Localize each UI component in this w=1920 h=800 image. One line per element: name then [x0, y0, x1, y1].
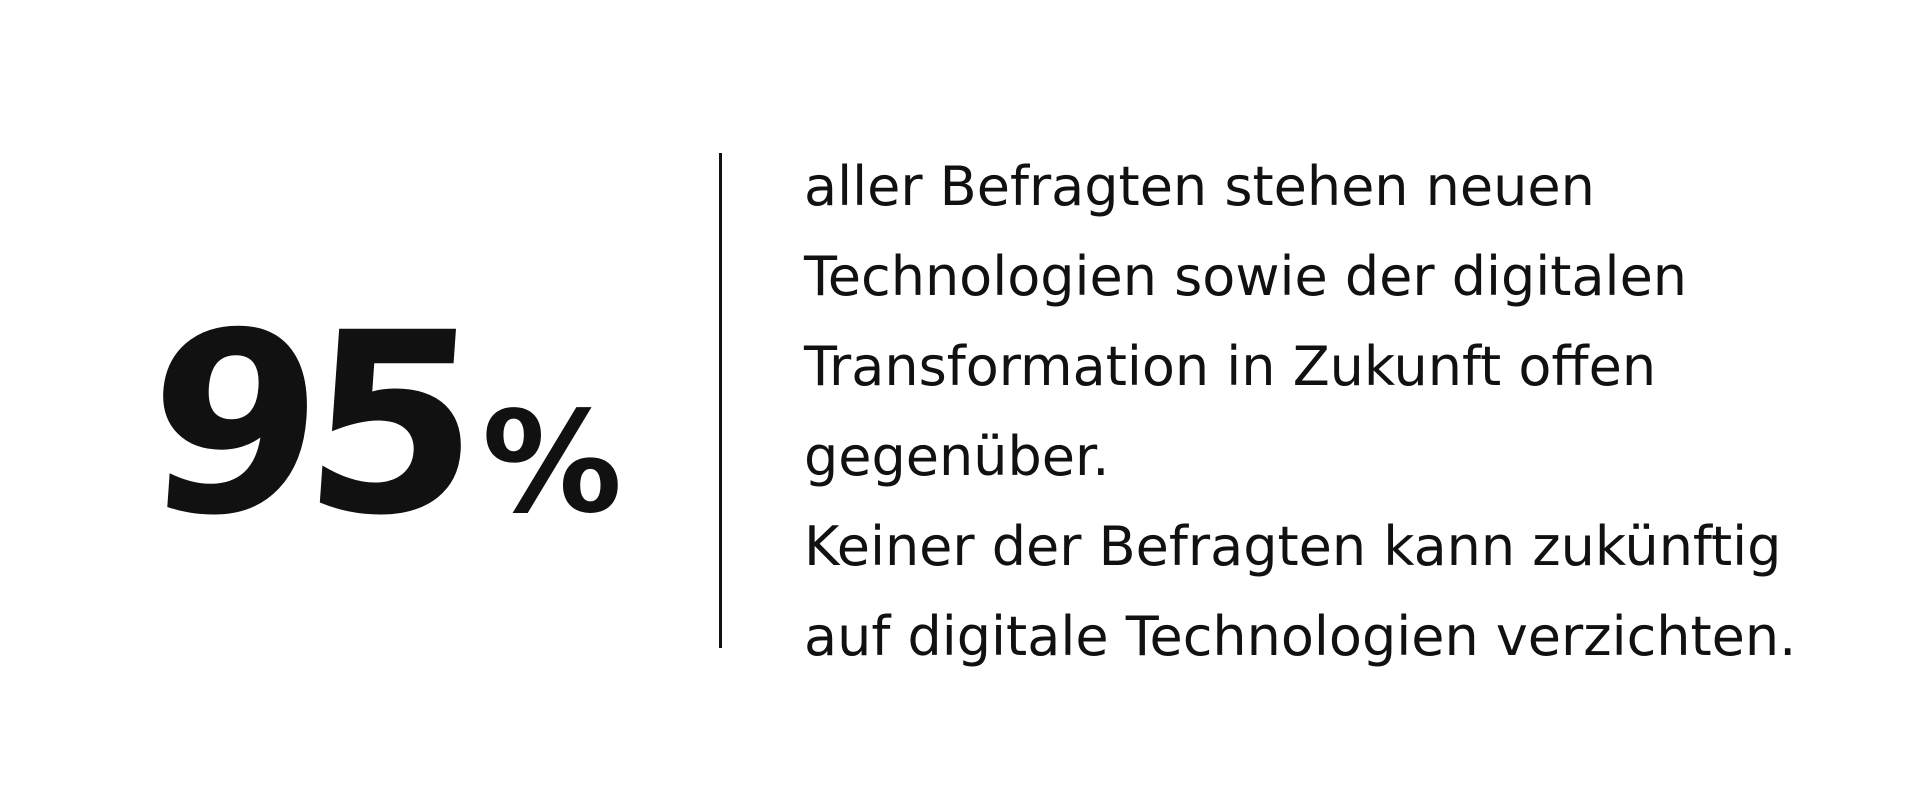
description-line: Keiner der Befragten kann zukünftig [804, 515, 1782, 578]
vertical-divider [719, 153, 722, 648]
stat-description: aller Befragten stehen neuen Technologie… [804, 142, 1864, 682]
stat-unit-percent: % [481, 382, 623, 545]
description-line: Transformation in Zukunft offen [804, 335, 1657, 398]
description-line: aller Befragten stehen neuen [804, 155, 1595, 218]
description-line: Technologien sowie der digitalen [804, 245, 1688, 308]
description-line: auf digitale Technologien verzichten. [804, 605, 1797, 668]
description-line: gegenüber. [804, 425, 1110, 488]
stat-number: 95 [137, 279, 475, 570]
stat-figure: 95 % [138, 279, 668, 570]
